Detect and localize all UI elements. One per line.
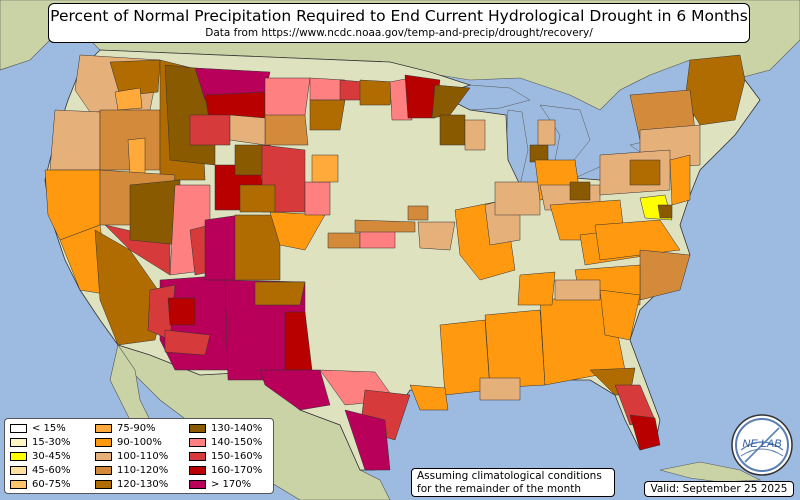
region-al-orange bbox=[484, 309, 546, 389]
region-tx-magenta-s bbox=[344, 409, 391, 471]
legend-label: 15-30% bbox=[32, 437, 71, 448]
region-sd-brown bbox=[309, 99, 346, 131]
legend-swatch bbox=[10, 424, 27, 433]
legend-swatch bbox=[95, 480, 112, 489]
legend-swatch bbox=[95, 438, 112, 447]
legend-label: > 170% bbox=[211, 479, 252, 490]
region-al-tan bbox=[479, 377, 521, 401]
region-pa-brown bbox=[629, 159, 661, 186]
region-oh-brown bbox=[569, 181, 591, 201]
region-mo-tan bbox=[417, 221, 456, 251]
legend-swatch bbox=[10, 438, 27, 447]
region-ks-tan bbox=[327, 232, 361, 249]
region-wa-east bbox=[109, 59, 161, 97]
region-sc-orange bbox=[599, 289, 641, 341]
region-ks-orange bbox=[354, 219, 416, 233]
legend-label: 130-140% bbox=[211, 423, 263, 434]
region-co-mid bbox=[234, 214, 281, 281]
region-mt-yellow bbox=[229, 114, 266, 146]
region-va-orange bbox=[594, 219, 681, 261]
note-line-1: Assuming climatological conditions bbox=[417, 470, 602, 482]
legend-swatch bbox=[189, 466, 206, 475]
legend-swatch bbox=[10, 480, 27, 489]
legend-swatch bbox=[189, 480, 206, 489]
region-mi-brown bbox=[529, 144, 549, 163]
legend-label: < 15% bbox=[32, 423, 66, 434]
legend-label: 75-90% bbox=[117, 423, 156, 434]
legend-swatch bbox=[10, 452, 27, 461]
legend-swatch bbox=[189, 424, 206, 433]
legend-swatch bbox=[95, 466, 112, 475]
region-in-tan bbox=[494, 181, 541, 216]
region-az-south bbox=[164, 329, 211, 356]
note-box: Assuming climatological conditions for t… bbox=[411, 468, 615, 497]
region-fl-darkred bbox=[629, 414, 661, 451]
region-mn-red bbox=[404, 74, 441, 119]
map-title: Percent of Normal Precipitation Required… bbox=[50, 7, 748, 25]
region-nj-orange bbox=[669, 154, 691, 206]
map-subtitle: Data from https://www.ncdc.noaa.gov/temp… bbox=[205, 27, 593, 39]
region-mt-central bbox=[189, 114, 231, 146]
region-mi-tan bbox=[537, 119, 556, 146]
region-la-orange bbox=[409, 384, 449, 411]
region-mt-pink bbox=[264, 77, 311, 119]
cuba-land bbox=[659, 461, 762, 483]
region-wa-central bbox=[114, 87, 143, 111]
nexlab-logo-icon: NE LAB bbox=[731, 414, 793, 476]
region-tx-magenta-w bbox=[259, 369, 331, 411]
legend-label: 110-120% bbox=[117, 465, 169, 476]
region-tn-orange bbox=[517, 271, 556, 306]
legend-swatch bbox=[95, 452, 112, 461]
legend-label: 100-110% bbox=[117, 451, 169, 462]
region-wy-south bbox=[239, 184, 276, 213]
legend-label: 30-45% bbox=[32, 451, 71, 462]
region-az-small bbox=[167, 297, 196, 326]
legend-swatch bbox=[10, 466, 27, 475]
legend: < 15% 15-30% 30-45% 45-60% 60-75% 75-90% 90-10… bbox=[4, 418, 274, 494]
region-ne-pink bbox=[304, 181, 331, 216]
note-line-2: for the remainder of the month bbox=[417, 483, 582, 495]
region-ne-brown bbox=[684, 54, 746, 126]
legend-label: 150-160% bbox=[211, 451, 263, 462]
legend-swatch bbox=[189, 452, 206, 461]
region-nd-brown bbox=[359, 79, 396, 106]
region-ks-tiny bbox=[407, 205, 429, 221]
region-wi-tan bbox=[464, 119, 486, 151]
legend-label: 45-60% bbox=[32, 465, 71, 476]
logo-text: NE LAB bbox=[742, 438, 781, 450]
legend-label: 60-75% bbox=[32, 479, 71, 490]
region-md-brown bbox=[657, 204, 673, 219]
valid-date: Valid: September 25 2025 bbox=[644, 481, 794, 497]
legend-swatch bbox=[189, 438, 206, 447]
region-mt-tan bbox=[264, 114, 309, 146]
legend-label: 90-100% bbox=[117, 437, 162, 448]
legend-label: 120-130% bbox=[117, 479, 169, 490]
region-wi-brown bbox=[439, 114, 466, 146]
region-or-west bbox=[49, 109, 101, 171]
legend-swatch bbox=[95, 424, 112, 433]
legend-label: 140-150% bbox=[211, 437, 263, 448]
title-box: Percent of Normal Precipitation Required… bbox=[48, 3, 750, 43]
region-ga-tan bbox=[554, 279, 601, 301]
region-nm-north bbox=[254, 281, 306, 306]
legend-label: 160-170% bbox=[211, 465, 263, 476]
region-ne-orange bbox=[311, 154, 339, 183]
region-id-mid bbox=[127, 137, 146, 176]
